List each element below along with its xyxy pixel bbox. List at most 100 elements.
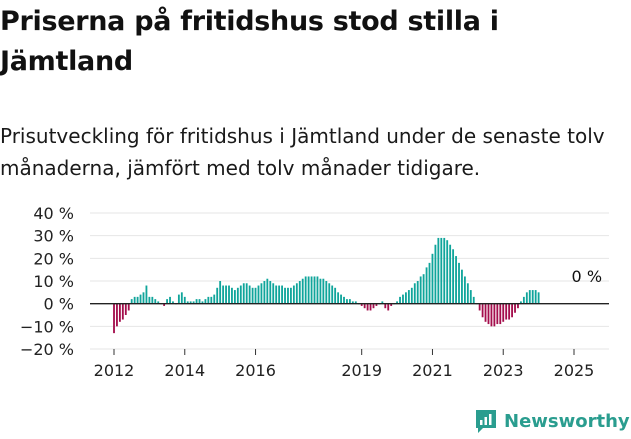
bar xyxy=(484,303,487,322)
bar xyxy=(375,303,378,306)
bar xyxy=(337,292,340,304)
bar xyxy=(298,281,301,304)
bar xyxy=(254,287,257,304)
bar xyxy=(275,285,278,304)
bar xyxy=(490,303,493,327)
newsworthy-logo: Newsworthy xyxy=(474,406,630,436)
bar xyxy=(139,294,142,304)
bar xyxy=(201,301,204,304)
bar xyxy=(151,296,154,304)
bar xyxy=(348,299,351,304)
y-tick-label: 0 % xyxy=(44,295,74,314)
bar xyxy=(531,290,534,304)
bar xyxy=(133,296,136,304)
bar xyxy=(410,287,413,304)
bar xyxy=(219,281,222,304)
bar xyxy=(290,287,292,304)
price-change-bar-chart: −20 % −10 % 0 % 10 % 20 % 30 % 40 % 2012 2014 201… xyxy=(20,204,609,380)
bar xyxy=(136,296,139,304)
bar xyxy=(163,303,166,306)
bar xyxy=(478,303,481,311)
bar xyxy=(396,301,398,304)
x-tick-label: 2023 xyxy=(483,361,524,380)
bar xyxy=(419,276,422,304)
bar xyxy=(118,303,121,322)
bar xyxy=(369,303,372,311)
bar xyxy=(390,303,393,306)
bar xyxy=(340,294,342,304)
bar xyxy=(260,283,263,304)
x-tick-label: 2019 xyxy=(341,361,382,380)
bar xyxy=(157,301,160,304)
bar xyxy=(331,285,334,304)
bar xyxy=(213,294,216,304)
x-tick-label: 2014 xyxy=(164,361,205,380)
bar xyxy=(127,303,130,311)
bar xyxy=(210,296,213,304)
bar xyxy=(292,285,295,304)
bar xyxy=(216,287,219,304)
y-tick-label: 10 % xyxy=(33,272,74,291)
bar xyxy=(198,299,201,304)
bar xyxy=(346,299,348,304)
bar xyxy=(207,296,210,304)
bar xyxy=(301,278,304,304)
bar xyxy=(172,301,174,304)
bar xyxy=(225,285,227,304)
bar xyxy=(525,292,528,304)
bar xyxy=(505,303,508,320)
bar xyxy=(242,283,245,304)
bar xyxy=(228,285,230,304)
bar xyxy=(154,299,157,304)
bar xyxy=(266,278,269,304)
y-tick-label: 40 % xyxy=(33,204,74,223)
bar xyxy=(130,299,133,304)
bar xyxy=(248,285,251,304)
bar xyxy=(354,301,357,304)
bar xyxy=(343,296,345,304)
bar xyxy=(461,269,463,304)
bar xyxy=(487,303,490,325)
bar xyxy=(522,296,525,304)
bar xyxy=(422,274,425,304)
bar xyxy=(431,253,434,304)
bar xyxy=(493,303,496,327)
bar xyxy=(328,283,331,304)
bar xyxy=(511,303,513,318)
chart-title: Priserna på fritidshus stod stilla i Jäm… xyxy=(0,6,499,77)
bar xyxy=(514,303,516,313)
bar xyxy=(142,292,145,304)
y-tick-label: 30 % xyxy=(33,227,74,246)
bar xyxy=(440,237,443,304)
chart-subtitle: Prisutveckling för fritidshus i Jämtland… xyxy=(0,124,605,180)
bar xyxy=(463,276,466,304)
bar xyxy=(287,287,289,304)
bar xyxy=(466,283,469,304)
bar xyxy=(251,287,254,304)
bar xyxy=(363,303,366,309)
bar xyxy=(472,296,475,304)
axis-layer: −20 % −10 % 0 % 10 % 20 % 30 % 40 % 2012 2014 201… xyxy=(20,204,609,380)
bar xyxy=(366,303,369,311)
bar xyxy=(222,285,225,304)
x-tick-label: 2021 xyxy=(412,361,453,380)
grid-layer xyxy=(90,212,609,350)
bar xyxy=(116,303,118,327)
bar xyxy=(446,240,449,304)
bar xyxy=(145,285,148,304)
bar xyxy=(189,301,192,304)
bar xyxy=(325,281,328,304)
bar xyxy=(233,290,236,304)
bar xyxy=(499,303,502,325)
bar xyxy=(148,296,151,304)
bar xyxy=(313,276,316,304)
bar xyxy=(239,285,242,304)
bar xyxy=(534,290,537,304)
bar xyxy=(278,285,281,304)
bar xyxy=(469,290,472,304)
x-tick-label: 2025 xyxy=(554,361,595,380)
bar xyxy=(416,281,419,304)
bar xyxy=(307,276,310,304)
bar xyxy=(177,294,180,304)
y-tick-label: −20 % xyxy=(20,340,74,359)
